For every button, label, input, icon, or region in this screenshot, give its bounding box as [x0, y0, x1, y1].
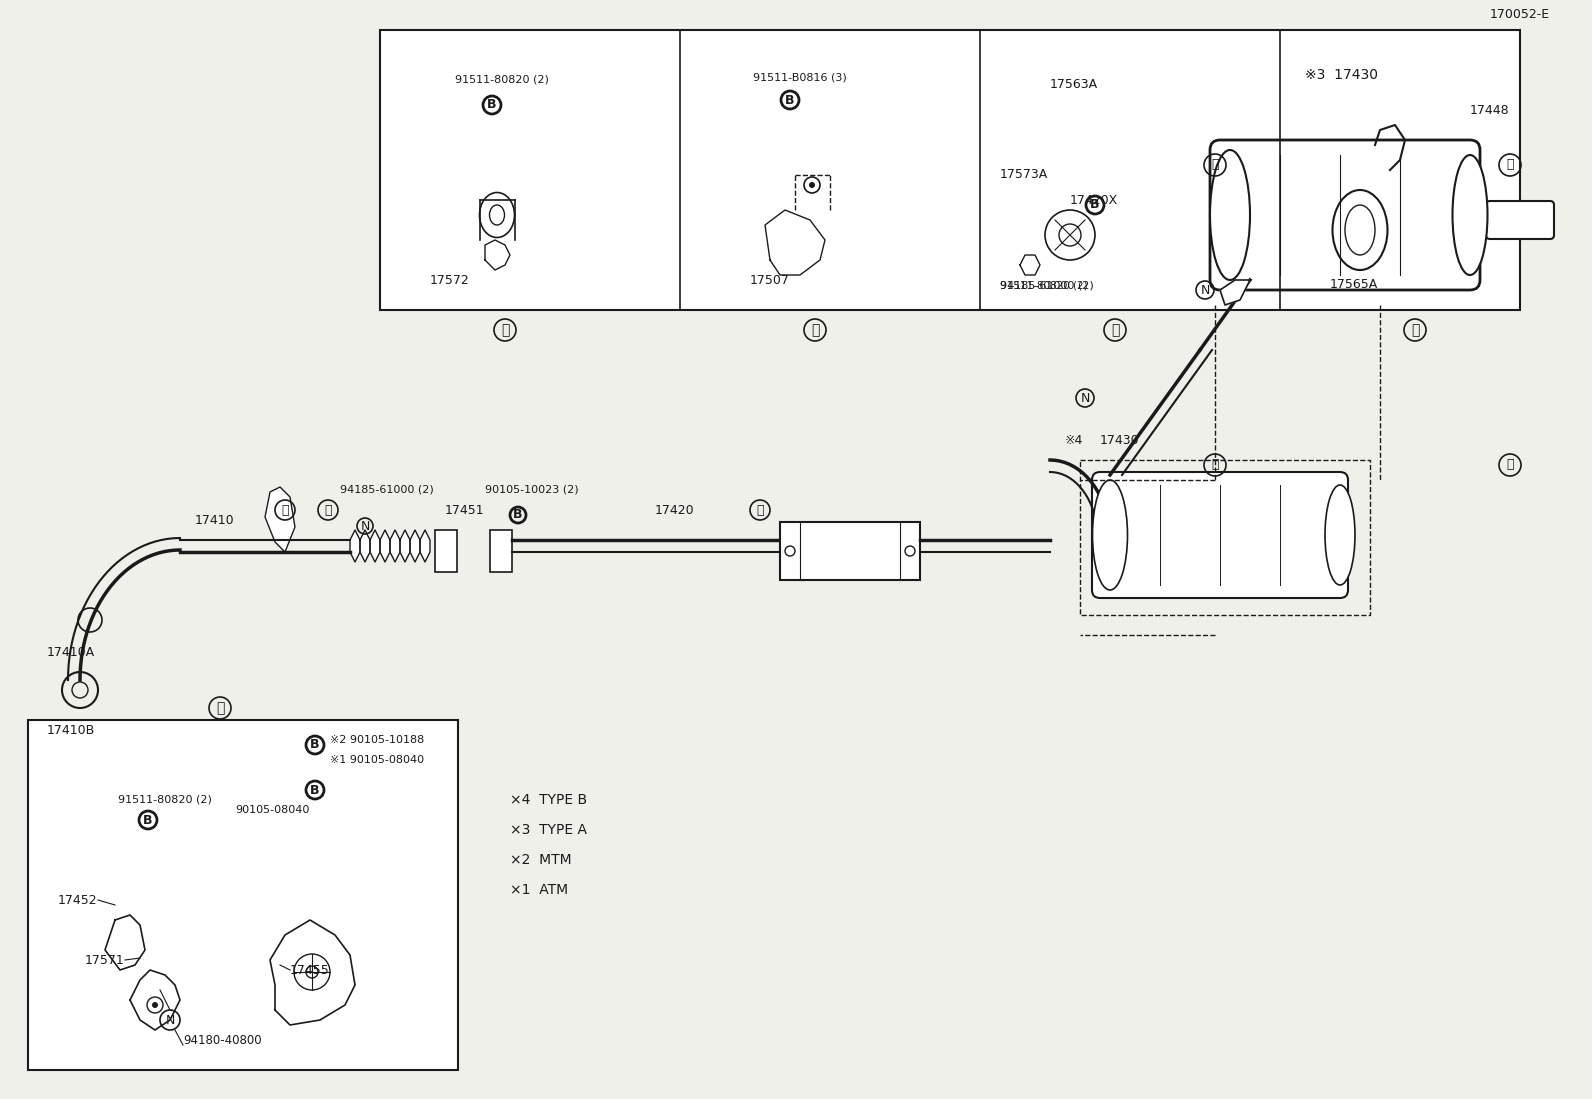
Text: ※1 90105-08040: ※1 90105-08040: [330, 755, 423, 765]
Text: 94185-61000 (2): 94185-61000 (2): [341, 485, 433, 495]
Text: ×4  TYPE B: ×4 TYPE B: [509, 793, 587, 807]
Polygon shape: [766, 210, 825, 275]
Text: ×1  ATM: ×1 ATM: [509, 882, 568, 897]
FancyBboxPatch shape: [1210, 140, 1481, 290]
Text: ②: ②: [501, 323, 509, 337]
Text: ①: ①: [217, 701, 224, 715]
Polygon shape: [350, 530, 360, 562]
FancyBboxPatch shape: [1092, 471, 1348, 598]
Text: N: N: [166, 1013, 175, 1026]
Text: 17410: 17410: [194, 513, 234, 526]
Polygon shape: [400, 530, 411, 562]
Text: 17420X: 17420X: [1070, 193, 1118, 207]
Text: 90105-08040: 90105-08040: [236, 804, 309, 815]
Text: 94185-61000 (2): 94185-61000 (2): [1000, 280, 1094, 290]
Text: ※2 90105-10188: ※2 90105-10188: [330, 735, 423, 745]
Text: ④: ④: [1212, 158, 1219, 171]
Text: 91511-80820 (2): 91511-80820 (2): [118, 795, 212, 804]
Text: 17573A: 17573A: [1000, 168, 1048, 181]
Bar: [490, 530, 513, 571]
Text: B: B: [785, 93, 794, 107]
Bar: [1079, 460, 1371, 615]
Text: ①: ①: [282, 503, 288, 517]
Bar: [29, 720, 458, 1070]
Polygon shape: [411, 530, 420, 562]
Text: N: N: [1200, 284, 1210, 297]
Text: 90105-10023 (2): 90105-10023 (2): [486, 485, 578, 495]
Text: 17565A: 17565A: [1329, 278, 1379, 291]
Text: B: B: [310, 784, 320, 797]
Polygon shape: [131, 970, 180, 1030]
Text: 91511-80820 (2): 91511-80820 (2): [455, 75, 549, 85]
Bar: [780, 522, 920, 580]
Bar: [380, 30, 1520, 310]
Polygon shape: [486, 240, 509, 270]
Text: ⑤: ⑤: [1506, 158, 1514, 171]
Circle shape: [151, 1002, 158, 1008]
Polygon shape: [369, 530, 380, 562]
Text: 17410A: 17410A: [48, 645, 96, 658]
Text: ⑤: ⑤: [1506, 458, 1514, 471]
Text: 17507: 17507: [750, 274, 790, 287]
Text: 17452: 17452: [57, 893, 97, 907]
Text: B: B: [143, 813, 153, 826]
Text: 17455: 17455: [290, 964, 330, 977]
Text: ×2  MTM: ×2 MTM: [509, 853, 572, 867]
Polygon shape: [390, 530, 400, 562]
Polygon shape: [1219, 280, 1250, 306]
Polygon shape: [360, 530, 369, 562]
Text: 170052-E: 170052-E: [1490, 9, 1551, 22]
Polygon shape: [420, 530, 430, 562]
Polygon shape: [1020, 255, 1040, 275]
Text: B: B: [1091, 199, 1100, 211]
Text: B: B: [310, 739, 320, 752]
Ellipse shape: [1452, 155, 1487, 275]
Text: ③: ③: [756, 503, 764, 517]
FancyBboxPatch shape: [1485, 201, 1554, 238]
Text: N: N: [1081, 391, 1089, 404]
Text: ※4: ※4: [1065, 433, 1084, 446]
Text: 17448: 17448: [1469, 103, 1509, 116]
Text: 17451: 17451: [446, 503, 484, 517]
Text: 17420: 17420: [654, 503, 694, 517]
Polygon shape: [380, 530, 390, 562]
Ellipse shape: [1325, 485, 1355, 585]
Text: ④: ④: [1212, 458, 1219, 471]
Text: ③: ③: [810, 323, 820, 337]
Polygon shape: [105, 915, 145, 970]
Bar: [435, 530, 457, 571]
Ellipse shape: [1092, 480, 1127, 590]
Text: ⑤: ⑤: [1411, 323, 1418, 337]
Text: 17430: 17430: [1100, 433, 1140, 446]
Text: 94180-40800: 94180-40800: [183, 1033, 261, 1046]
Text: 91511-80820 (2): 91511-80820 (2): [1000, 280, 1087, 290]
Text: B: B: [487, 99, 497, 111]
Text: 17571: 17571: [84, 954, 124, 966]
Circle shape: [809, 182, 815, 188]
Text: 17410B: 17410B: [48, 723, 96, 736]
Text: ※3  17430: ※3 17430: [1305, 68, 1379, 82]
Text: ④: ④: [1111, 323, 1119, 337]
Polygon shape: [271, 920, 355, 1025]
Polygon shape: [264, 487, 295, 552]
Text: ×3  TYPE A: ×3 TYPE A: [509, 823, 587, 837]
Text: 91511-B0816 (3): 91511-B0816 (3): [753, 73, 847, 84]
Text: 17563A: 17563A: [1051, 78, 1098, 91]
Text: B: B: [513, 509, 522, 522]
Text: N: N: [360, 520, 369, 533]
Text: ②: ②: [325, 503, 331, 517]
Text: 17572: 17572: [430, 274, 470, 287]
Ellipse shape: [1210, 149, 1250, 280]
